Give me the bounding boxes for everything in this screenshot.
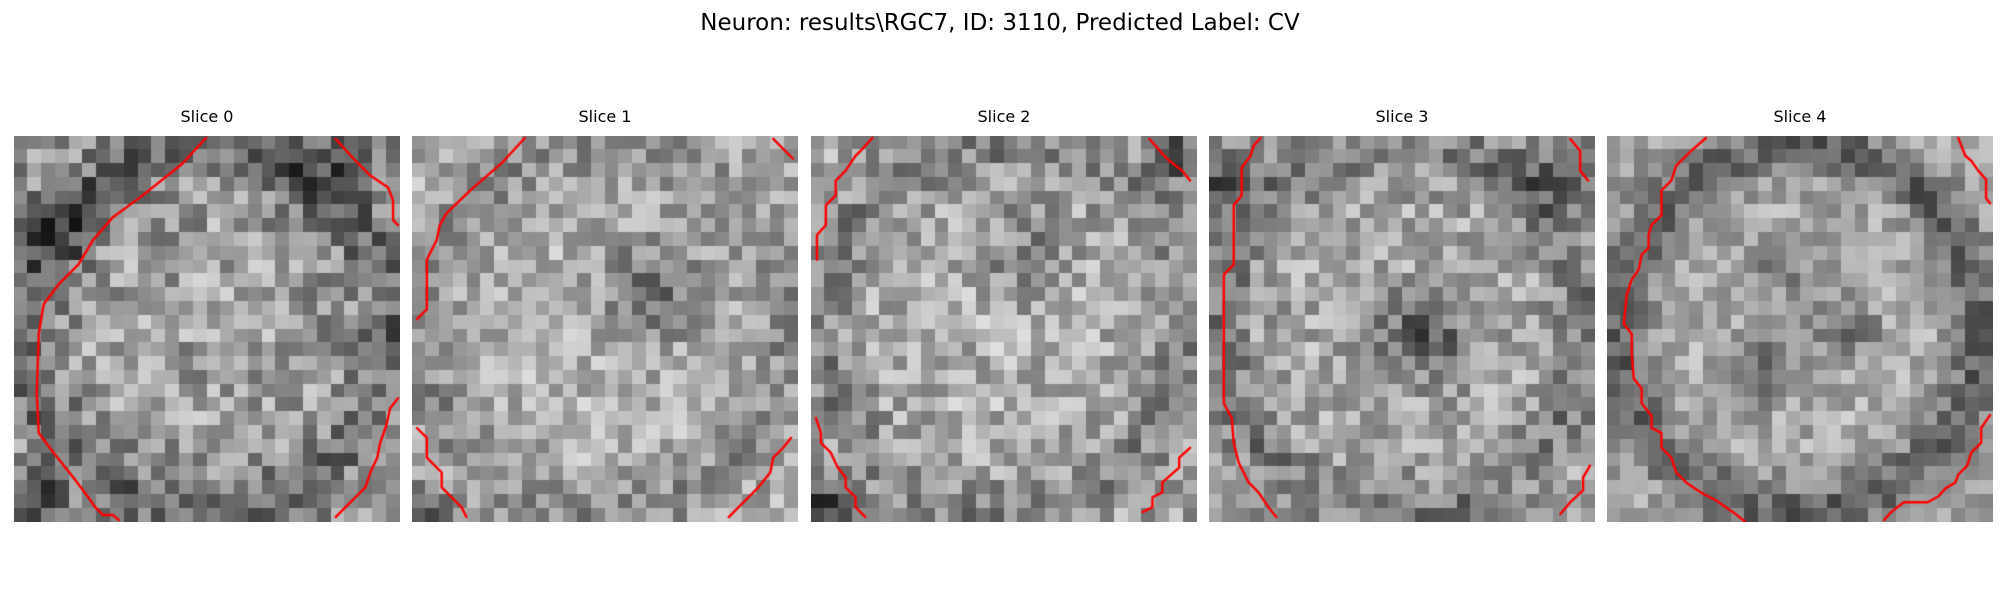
slice-title-2: Slice 2 bbox=[977, 107, 1031, 126]
slice-image-2 bbox=[811, 136, 1197, 522]
slice-title-0: Slice 0 bbox=[180, 107, 234, 126]
slice-image-4 bbox=[1607, 136, 1993, 522]
slice-image-1 bbox=[412, 136, 798, 522]
slice-title-3: Slice 3 bbox=[1375, 107, 1429, 126]
slice-image-3 bbox=[1209, 136, 1595, 522]
slice-title-4: Slice 4 bbox=[1773, 107, 1827, 126]
slice-title-1: Slice 1 bbox=[578, 107, 632, 126]
slice-image-0 bbox=[14, 136, 400, 522]
figure-title: Neuron: results\RGC7, ID: 3110, Predicte… bbox=[700, 10, 1300, 36]
